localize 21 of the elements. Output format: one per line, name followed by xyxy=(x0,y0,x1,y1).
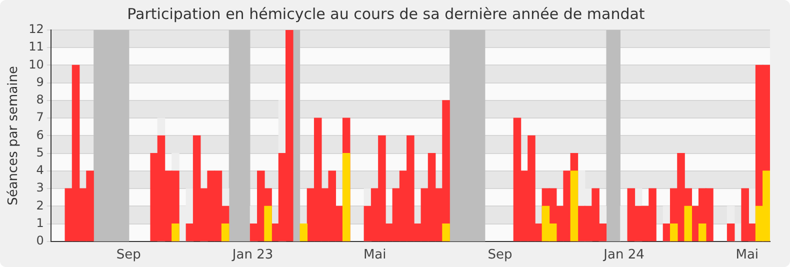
y-tick-label: 3 xyxy=(36,180,44,195)
y-tick-label: 7 xyxy=(36,110,44,124)
x-tick-label: Jan 23 xyxy=(231,248,274,263)
y-tick-label: 8 xyxy=(36,92,44,107)
y-tick-label: 10 xyxy=(28,57,44,72)
y-tick-label: 5 xyxy=(36,145,44,160)
y-axis-title: Séances par semaine xyxy=(6,66,22,206)
x-tick-label: Sep xyxy=(116,248,141,263)
y-tick-label: 1 xyxy=(36,216,44,230)
x-tick-label: Jan 24 xyxy=(602,248,644,263)
y-tick-label: 2 xyxy=(36,198,44,212)
y-tick-label: 4 xyxy=(36,163,44,178)
x-tick-label: Mai xyxy=(363,248,386,263)
y-tick-label: 12 xyxy=(28,22,44,36)
y-tick-label: 6 xyxy=(36,128,44,142)
y-tick-label: 11 xyxy=(28,40,44,54)
x-tick-label: Mai xyxy=(736,248,759,263)
chart-title: Participation en hémicycle au cours de sa dernière année de mandat xyxy=(127,4,645,23)
x-tick-label: Sep xyxy=(488,248,512,263)
y-tick-label: 9 xyxy=(36,74,44,89)
y-tick-label: 0 xyxy=(36,234,44,248)
